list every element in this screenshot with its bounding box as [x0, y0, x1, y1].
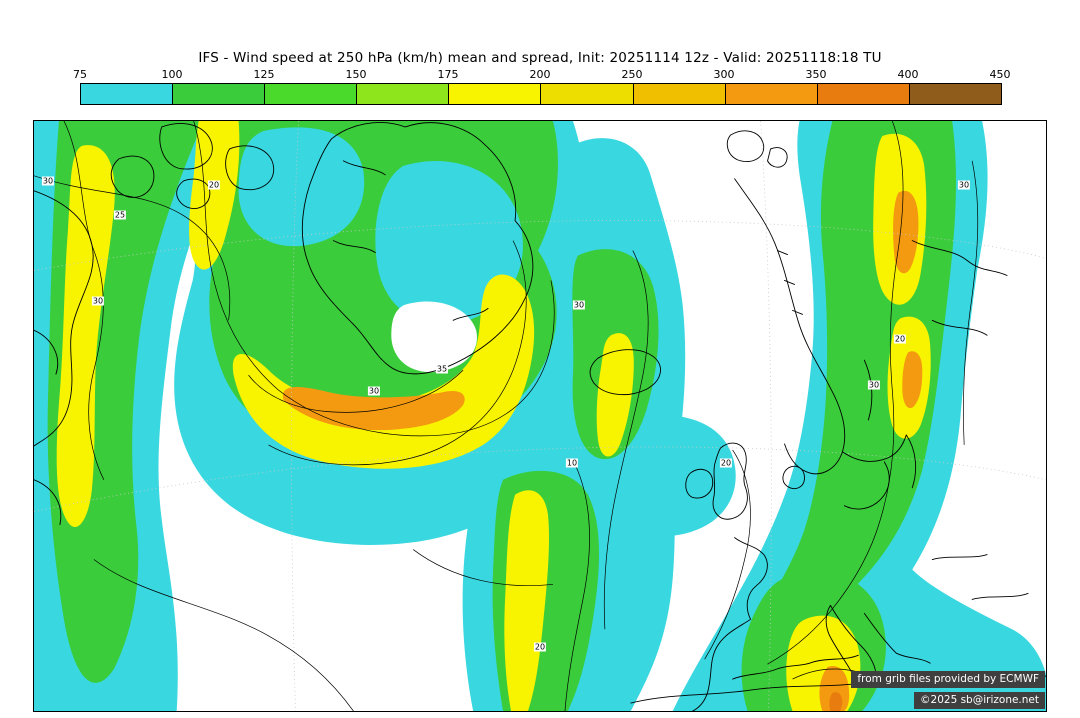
coast-norway [734, 178, 846, 475]
coast-adriatic-balkans [863, 612, 931, 664]
colorbar-tick-label: 200 [529, 68, 551, 81]
colorbar-tick-label: 300 [713, 68, 735, 81]
contour-line [603, 250, 649, 630]
colorbar-segment [81, 84, 173, 104]
coast-black-sea [931, 554, 1029, 600]
coast-labrador-inlet [34, 329, 62, 526]
contour-line [767, 121, 904, 665]
band-cyan-uk-lobe [613, 415, 736, 536]
wind-map-svg [34, 121, 1046, 711]
contour-line [704, 449, 751, 660]
band-yellow-mid-upper [596, 333, 634, 457]
contour-line [93, 559, 354, 711]
coast-greenland [301, 122, 534, 375]
coast-labrador [34, 190, 94, 447]
colorbar-segment [540, 84, 633, 104]
colorbar-segment [724, 84, 817, 104]
contour-line [248, 369, 464, 413]
contour-line [564, 459, 590, 711]
attribution-copyright: ©2025 sb@irizone.net [914, 692, 1045, 709]
coast-iceland [589, 349, 661, 396]
colorbar-tick-label: 400 [897, 68, 919, 81]
coast-arctic-island [176, 178, 211, 210]
coast-arctic-island [110, 155, 155, 198]
colorbar-tick-label: 100 [161, 68, 183, 81]
colorbar-bar [80, 83, 1002, 105]
coast-mediterranean-north [732, 654, 859, 680]
colorbar-tick-label: 450 [989, 68, 1011, 81]
coast-arctic-island [225, 145, 274, 191]
colorbar-segment [908, 84, 1001, 104]
colorbar-tick-label: 75 [73, 68, 87, 81]
colorbar-tick-label: 350 [805, 68, 827, 81]
coast-norway-fjords [777, 250, 803, 315]
contour-line [268, 240, 527, 466]
band-yellow-hook [232, 274, 535, 469]
colorbar-segment [264, 84, 357, 104]
coast-ireland [685, 468, 714, 499]
chart-title: IFS - Wind speed at 250 hPa (km/h) mean … [198, 50, 882, 66]
map-area: 30 25 30 20 30 35 30 10 20 30 20 30 20 from grib fil… [33, 120, 1047, 712]
colorbar-segment [816, 84, 909, 104]
attribution-ecmwf: from grib files provided by ECMWF [851, 671, 1045, 688]
spread-contours [34, 121, 979, 711]
colorbar-segment [356, 84, 449, 104]
coast-svalbard [726, 130, 788, 168]
colorbar-tick-label: 250 [621, 68, 643, 81]
colorbar-segment [632, 84, 725, 104]
wind-speed-bands [34, 121, 1046, 711]
contour-line [963, 160, 979, 445]
coast-greenland-fjords [332, 160, 489, 321]
contour-line [193, 121, 555, 437]
coast-denmark [782, 465, 805, 489]
colorbar-segment [448, 84, 541, 104]
band-orange-right-south [902, 351, 923, 409]
colorbar-ticks: 75 100 125 150 175 200 250 300 350 400 450 [73, 68, 1011, 82]
colorbar-segment [172, 84, 265, 104]
colorbar-tick-label: 150 [345, 68, 367, 81]
band-orange-comma [282, 387, 465, 431]
coast-uk [712, 442, 748, 520]
band-yellow-middle [504, 490, 550, 711]
colorbar-tick-label: 175 [437, 68, 459, 81]
contour-line [34, 175, 231, 321]
coast-arctic-island [159, 123, 213, 170]
band-orange-right-north [893, 190, 919, 274]
band-orange2-bottom-core [829, 692, 843, 711]
colorbar-tick-label: 125 [253, 68, 275, 81]
contour-line [413, 549, 554, 586]
coast-white-sea [911, 240, 1008, 336]
coast-france-iberia [692, 537, 768, 711]
patch-cyan-greenland-east [375, 160, 523, 325]
band-yellow-left [56, 145, 115, 528]
colorbar: 75 100 125 150 175 200 250 300 350 400 450 [73, 68, 1011, 105]
